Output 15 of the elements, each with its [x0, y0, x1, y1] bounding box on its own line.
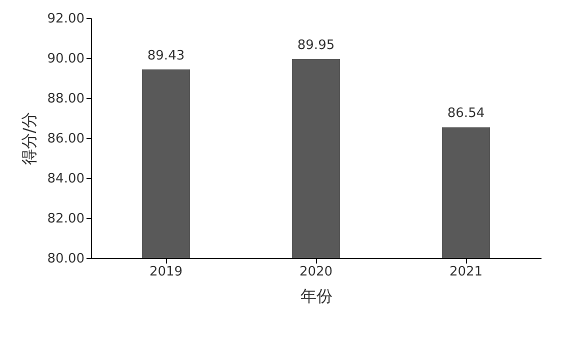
x-tick-label: 2021	[449, 264, 483, 280]
data-label: 89.95	[297, 38, 335, 53]
y-tick-label: 84.00	[47, 172, 84, 186]
x-tick-label: 2019	[149, 264, 183, 280]
y-tick-label: 92.00	[47, 12, 84, 26]
y-axis-title: 得分/分	[19, 112, 38, 166]
y-tick-label: 88.00	[47, 92, 84, 106]
x-axis-title: 年份	[300, 286, 332, 306]
y-tick-label: 80.00	[47, 252, 84, 266]
y-tick-label: 90.00	[47, 52, 84, 66]
x-tick-label: 2020	[299, 264, 333, 280]
y-tick-label: 82.00	[47, 212, 84, 226]
data-label: 86.54	[447, 106, 485, 122]
y-tick-label: 86.00	[47, 132, 84, 146]
data-label: 89.43	[147, 48, 185, 64]
